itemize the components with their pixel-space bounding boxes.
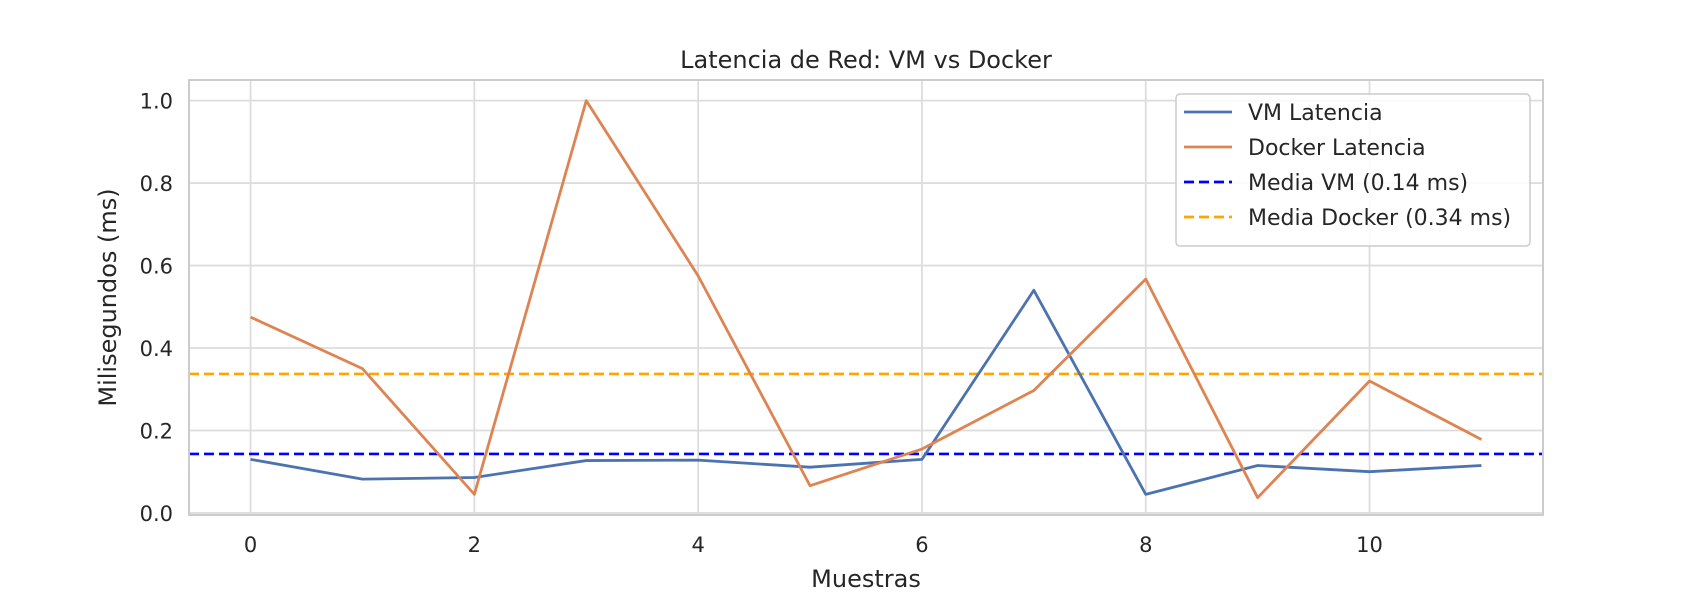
plot-frame [188, 79, 1544, 516]
chart-title: Latencia de Red: VM vs Docker [680, 46, 1052, 74]
legend-label: VM Latencia [1248, 101, 1383, 126]
legend-label: Docker Latencia [1248, 136, 1426, 161]
x-tick-label: 0 [244, 533, 257, 557]
mean-lines [189, 372, 1543, 456]
tick-labels: 0 2 4 6 8 10 0.0 0.2 0.4 0.6 0.8 1.0 [140, 90, 1383, 557]
legend: VM Latencia Docker Latencia Media VM (0.14… [1175, 93, 1531, 247]
y-tick-label: 0.0 [140, 502, 173, 526]
x-tick-label: 4 [691, 533, 704, 557]
legend-box [1175, 93, 1531, 247]
y-tick-label: 0.6 [140, 255, 173, 279]
legend-label: Media VM (0.14 ms) [1248, 171, 1468, 196]
x-tick-label: 10 [1356, 533, 1383, 557]
y-tick-label: 1.0 [140, 90, 173, 114]
series-line [249, 99, 1483, 500]
y-tick-label: 0.4 [140, 337, 173, 361]
y-tick-label: 0.2 [140, 419, 173, 443]
series-lines [249, 99, 1483, 500]
legend-label: Media Docker (0.34 ms) [1248, 206, 1511, 231]
x-tick-label: 2 [468, 533, 481, 557]
x-tick-label: 8 [1139, 533, 1152, 557]
y-tick-label: 0.8 [140, 172, 173, 196]
series-line [250, 288, 1482, 496]
y-axis-label: Milisegundos (ms) [94, 188, 122, 406]
x-axis-label: Muestras [811, 565, 921, 593]
x-tick-label: 6 [915, 533, 928, 557]
